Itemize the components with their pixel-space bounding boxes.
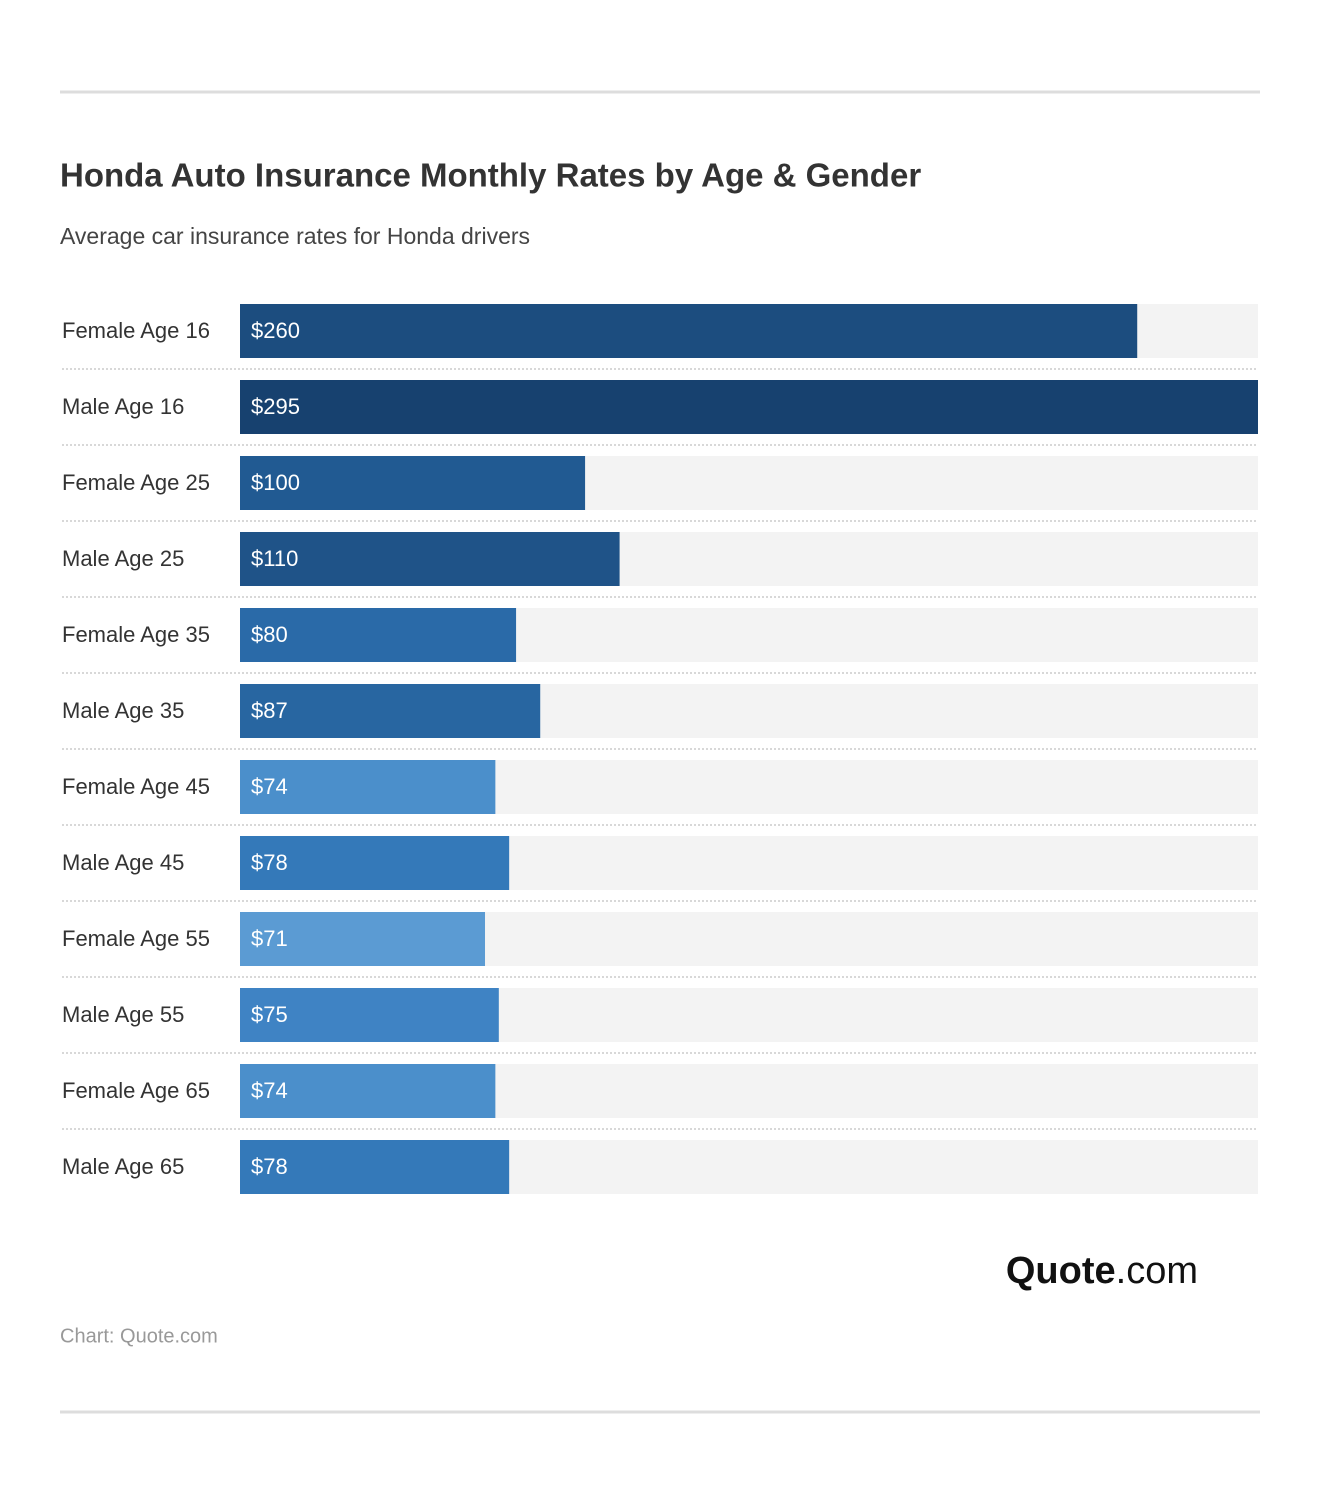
- category-label: Female Age 65: [62, 1078, 210, 1103]
- value-label: $71: [251, 926, 288, 951]
- value-label: $74: [251, 774, 288, 799]
- value-label: $100: [251, 470, 300, 495]
- value-label: $260: [251, 318, 300, 343]
- bar: [240, 1064, 496, 1118]
- value-label: $87: [251, 698, 288, 723]
- logo: Quote.com: [1006, 1250, 1198, 1292]
- category-label: Male Age 45: [62, 850, 184, 875]
- category-label: Female Age 35: [62, 622, 210, 647]
- chart-subtitle: Average car insurance rates for Honda dr…: [60, 223, 530, 249]
- value-label: $295: [251, 394, 300, 419]
- bar: [240, 684, 541, 738]
- bar: [240, 988, 499, 1042]
- value-label: $78: [251, 850, 288, 875]
- bar: [240, 380, 1258, 434]
- bar: [240, 1140, 510, 1194]
- category-label: Male Age 35: [62, 698, 184, 723]
- source: Chart: Quote.com: [60, 1325, 218, 1347]
- category-label: Female Age 16: [62, 318, 210, 343]
- category-label: Male Age 16: [62, 394, 184, 419]
- value-label: $80: [251, 622, 288, 647]
- category-label: Female Age 25: [62, 470, 210, 495]
- value-label: $110: [251, 546, 298, 571]
- logo-bold: Quote: [1006, 1250, 1116, 1292]
- bar: [240, 532, 620, 586]
- category-label: Male Age 65: [62, 1154, 184, 1179]
- value-label: $74: [251, 1078, 288, 1103]
- category-label: Female Age 55: [62, 926, 210, 951]
- bar: [240, 760, 496, 814]
- value-label: $75: [251, 1002, 288, 1027]
- chart-title: Honda Auto Insurance Monthly Rates by Ag…: [60, 157, 921, 194]
- bar: [240, 456, 586, 510]
- category-label: Male Age 55: [62, 1002, 184, 1027]
- bar: [240, 912, 486, 966]
- bar: [240, 304, 1138, 358]
- bar: [240, 836, 510, 890]
- category-label: Male Age 25: [62, 546, 184, 571]
- bar: [240, 608, 517, 662]
- logo-rest: .com: [1116, 1250, 1198, 1292]
- category-label: Female Age 45: [62, 774, 210, 799]
- value-label: $78: [251, 1154, 288, 1179]
